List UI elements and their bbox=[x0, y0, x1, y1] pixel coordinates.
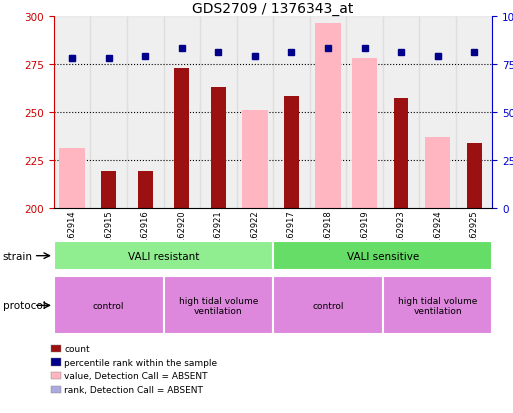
Text: protocol: protocol bbox=[3, 301, 45, 311]
Bar bbox=[236, 17, 273, 209]
Bar bbox=[211, 88, 226, 209]
Text: VALI sensitive: VALI sensitive bbox=[347, 251, 419, 261]
Bar bbox=[346, 17, 383, 209]
Bar bbox=[127, 17, 164, 209]
Bar bbox=[315, 24, 341, 209]
Bar bbox=[383, 277, 492, 335]
Bar bbox=[273, 277, 383, 335]
Text: percentile rank within the sample: percentile rank within the sample bbox=[64, 358, 217, 367]
Text: VALI resistant: VALI resistant bbox=[128, 251, 199, 261]
Bar bbox=[419, 17, 456, 209]
Bar bbox=[425, 138, 450, 209]
Bar bbox=[54, 242, 273, 271]
Bar bbox=[90, 17, 127, 209]
Text: control: control bbox=[312, 301, 344, 310]
Bar bbox=[456, 17, 492, 209]
Title: GDS2709 / 1376343_at: GDS2709 / 1376343_at bbox=[192, 2, 354, 16]
Text: high tidal volume
ventilation: high tidal volume ventilation bbox=[398, 296, 477, 315]
Bar bbox=[200, 17, 236, 209]
Bar bbox=[54, 17, 90, 209]
Bar bbox=[242, 111, 268, 209]
Bar bbox=[383, 17, 419, 209]
Bar bbox=[174, 69, 189, 209]
Bar bbox=[164, 17, 200, 209]
Text: high tidal volume
ventilation: high tidal volume ventilation bbox=[179, 296, 258, 315]
Bar bbox=[310, 17, 346, 209]
Bar bbox=[284, 97, 299, 209]
Bar bbox=[102, 172, 116, 209]
Text: value, Detection Call = ABSENT: value, Detection Call = ABSENT bbox=[64, 371, 208, 380]
Text: control: control bbox=[93, 301, 125, 310]
Bar bbox=[138, 172, 152, 209]
Bar bbox=[273, 242, 492, 271]
Text: rank, Detection Call = ABSENT: rank, Detection Call = ABSENT bbox=[64, 385, 203, 394]
Bar bbox=[60, 149, 85, 209]
Bar bbox=[467, 143, 482, 209]
Text: strain: strain bbox=[3, 251, 32, 261]
Text: count: count bbox=[64, 344, 90, 353]
Bar bbox=[273, 17, 310, 209]
Bar bbox=[352, 59, 378, 209]
Bar bbox=[394, 99, 408, 209]
Bar bbox=[164, 277, 273, 335]
Bar bbox=[54, 277, 164, 335]
